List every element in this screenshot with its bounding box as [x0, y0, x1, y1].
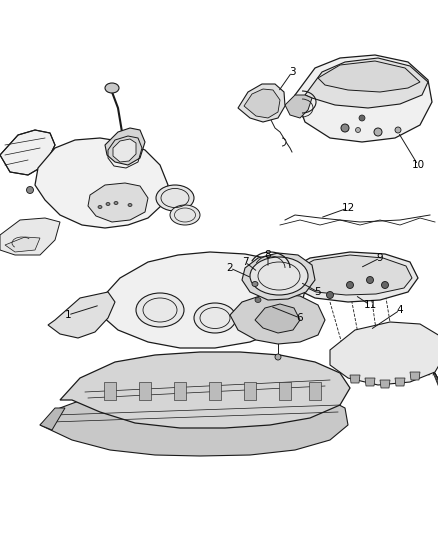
Text: 7: 7	[241, 257, 248, 267]
Text: 2: 2	[226, 263, 233, 273]
Ellipse shape	[114, 201, 118, 205]
Polygon shape	[60, 352, 349, 428]
Polygon shape	[40, 408, 65, 430]
Ellipse shape	[381, 281, 388, 288]
Text: 6: 6	[296, 313, 303, 323]
Polygon shape	[88, 183, 148, 222]
Ellipse shape	[274, 354, 280, 360]
Text: 11: 11	[363, 300, 376, 310]
Ellipse shape	[394, 127, 400, 133]
Polygon shape	[317, 61, 419, 92]
Polygon shape	[244, 89, 279, 118]
Ellipse shape	[98, 206, 102, 208]
Polygon shape	[230, 294, 324, 344]
Text: 9: 9	[376, 253, 382, 263]
Ellipse shape	[346, 281, 353, 288]
Polygon shape	[105, 128, 145, 165]
Text: 4: 4	[396, 305, 403, 315]
Text: 5: 5	[314, 287, 321, 297]
Ellipse shape	[136, 293, 184, 327]
Ellipse shape	[358, 115, 364, 121]
Polygon shape	[394, 378, 404, 386]
Polygon shape	[0, 130, 55, 175]
Polygon shape	[291, 255, 411, 295]
Polygon shape	[173, 382, 186, 400]
Polygon shape	[113, 139, 136, 162]
Ellipse shape	[254, 297, 261, 303]
Polygon shape	[241, 253, 314, 300]
Ellipse shape	[26, 187, 33, 193]
Polygon shape	[284, 252, 417, 302]
Polygon shape	[284, 95, 311, 118]
Ellipse shape	[194, 303, 236, 333]
Polygon shape	[279, 382, 290, 400]
Ellipse shape	[366, 277, 373, 284]
Text: 1: 1	[64, 310, 71, 320]
Polygon shape	[379, 380, 389, 388]
Ellipse shape	[249, 257, 307, 295]
Polygon shape	[244, 382, 255, 400]
Polygon shape	[104, 382, 116, 400]
Ellipse shape	[373, 128, 381, 136]
Polygon shape	[364, 378, 374, 386]
Polygon shape	[308, 382, 320, 400]
Text: 12: 12	[341, 203, 354, 213]
Text: 10: 10	[410, 160, 424, 170]
Polygon shape	[100, 252, 304, 348]
Ellipse shape	[128, 204, 132, 206]
Polygon shape	[48, 292, 115, 338]
Ellipse shape	[105, 83, 119, 93]
Ellipse shape	[251, 281, 258, 287]
Text: 3: 3	[288, 67, 295, 77]
Ellipse shape	[340, 124, 348, 132]
Polygon shape	[329, 322, 438, 385]
Polygon shape	[304, 58, 427, 108]
Text: 8: 8	[264, 250, 271, 260]
Polygon shape	[349, 375, 359, 383]
Ellipse shape	[170, 205, 200, 225]
Polygon shape	[139, 382, 151, 400]
Polygon shape	[40, 385, 347, 456]
Ellipse shape	[155, 185, 194, 211]
Polygon shape	[208, 382, 220, 400]
Ellipse shape	[355, 127, 360, 133]
Polygon shape	[409, 372, 419, 380]
Polygon shape	[5, 237, 40, 252]
Polygon shape	[35, 138, 168, 228]
Polygon shape	[0, 218, 60, 255]
Ellipse shape	[106, 203, 110, 206]
Polygon shape	[294, 55, 431, 142]
Ellipse shape	[326, 292, 333, 298]
Polygon shape	[254, 304, 299, 333]
Polygon shape	[237, 84, 284, 122]
